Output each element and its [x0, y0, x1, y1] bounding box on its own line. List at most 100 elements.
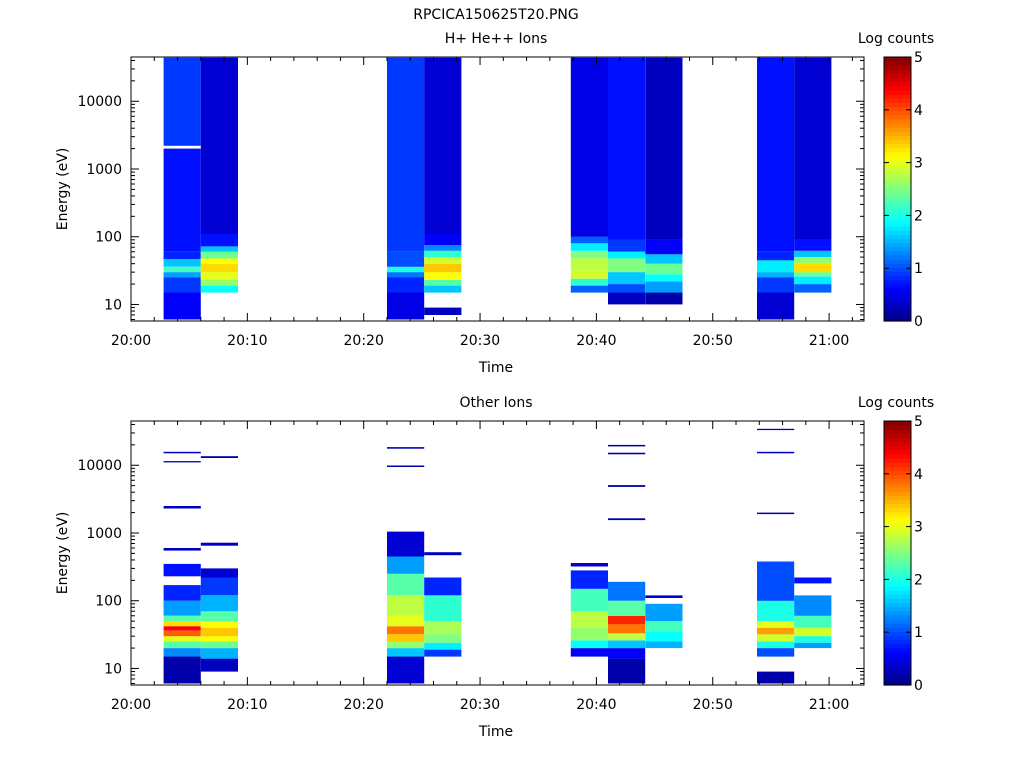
colorbar-swatch — [884, 110, 911, 116]
spectrogram-cell — [570, 250, 608, 259]
spectrogram-cell — [163, 626, 201, 631]
colorbar-swatch — [884, 57, 911, 62]
spectrogram-cell — [570, 611, 608, 628]
colorbar-swatch — [884, 652, 911, 657]
spectrogram-cell — [794, 595, 832, 616]
spectrogram-cell — [387, 615, 425, 627]
colorbar-swatch — [884, 127, 911, 132]
colorbar-swatch — [884, 180, 911, 186]
spectrogram-cell — [794, 239, 832, 251]
spectrogram-cell — [570, 270, 608, 279]
spectrogram-cell — [387, 531, 425, 557]
colorbar-swatch — [884, 577, 911, 583]
colorbar-tick-label: 0 — [914, 314, 923, 330]
y-axis-label: Energy (eV) — [55, 148, 71, 231]
spectrogram-cell — [424, 263, 462, 273]
colorbar-swatch — [884, 275, 911, 281]
spectrogram-cell — [200, 595, 238, 612]
spectrogram-cell — [200, 251, 238, 259]
colorbar-swatch — [884, 487, 911, 492]
spectrogram-cell — [387, 447, 425, 449]
spectrogram-cell — [757, 251, 795, 261]
spectrogram-cell — [163, 563, 201, 577]
colorbar-swatch — [884, 300, 911, 306]
spectrogram-cell — [163, 656, 201, 684]
spectrogram-cell — [387, 573, 425, 596]
colorbar-swatch — [884, 217, 911, 223]
spectrogram-cell — [757, 272, 795, 278]
spectrogram-cell — [200, 280, 238, 286]
spectrogram-cell — [794, 615, 832, 628]
colorbar-frame — [883, 420, 912, 686]
x-tick-label: 20:20 — [344, 697, 384, 713]
y-axis-label: Energy (eV) — [55, 512, 71, 595]
colorbar-swatch — [884, 143, 911, 149]
colorbar-swatch — [884, 627, 911, 632]
spectrogram-cell — [163, 292, 201, 320]
spectrogram-cell — [570, 243, 608, 251]
spectrogram-cell — [570, 640, 608, 649]
colorbar-swatch — [884, 606, 911, 612]
colorbar-swatch — [884, 639, 911, 645]
colorbar-swatch — [884, 581, 911, 587]
colorbar-swatch — [884, 106, 911, 112]
colorbar-swatch — [884, 610, 911, 616]
colorbar-swatch — [884, 267, 911, 273]
colorbar-swatch — [884, 557, 911, 562]
x-tick-label: 20:40 — [576, 697, 616, 713]
colorbar-swatch — [884, 156, 911, 161]
colorbar-swatch — [884, 304, 911, 310]
spectrogram-cell — [424, 577, 462, 596]
spectrogram-cell — [163, 266, 201, 273]
spectrogram-cell — [387, 277, 425, 293]
colorbar-swatch — [884, 515, 911, 521]
colorbar-swatch — [884, 664, 911, 670]
spectrogram-cell — [163, 630, 201, 637]
spectrogram-cell — [757, 57, 795, 252]
spectrogram-cell — [424, 552, 462, 556]
colorbar-swatch — [884, 209, 911, 215]
spectrogram-cell — [387, 656, 425, 684]
colorbar-swatch — [884, 590, 911, 595]
colorbar-swatch — [884, 271, 911, 277]
spectrogram-cell — [424, 257, 462, 264]
colorbar-swatch — [884, 61, 911, 66]
spectrogram-cell — [570, 278, 608, 286]
panel-title: H+ He++ Ions — [445, 31, 548, 47]
x-axis-label: Time — [478, 360, 513, 376]
spectrogram-cell — [424, 245, 462, 251]
spectrogram-cell — [794, 577, 832, 584]
y-tick-label: 100 — [95, 230, 122, 246]
spectrogram-cell — [163, 451, 201, 454]
colorbar-swatch — [884, 234, 911, 240]
spectrogram-cell — [794, 257, 832, 264]
colorbar-swatch — [884, 73, 911, 79]
spectrogram-cell — [608, 57, 646, 240]
spectrogram-cell — [757, 292, 795, 320]
spectrogram-cell — [424, 272, 462, 280]
colorbar-swatch — [884, 569, 911, 575]
colorbar-swatch — [884, 77, 911, 83]
colorbar-swatch — [884, 548, 911, 554]
colorbar-tick-label: 4 — [914, 103, 923, 119]
colorbar-frame — [883, 56, 912, 322]
x-tick-label: 20:40 — [576, 333, 616, 349]
spectrogram-cell — [163, 636, 201, 642]
colorbar-swatch — [884, 454, 911, 459]
colorbar-swatch — [884, 283, 911, 289]
spectrogram-cell — [387, 626, 425, 635]
colorbar-swatch — [884, 524, 911, 529]
spectrogram-cell — [387, 251, 425, 267]
spectrogram-cell — [608, 239, 646, 252]
colorbar-swatch — [884, 643, 911, 649]
x-tick-label: 21:00 — [809, 333, 849, 349]
spectrogram-cell — [757, 634, 795, 642]
spectrogram-cell — [794, 642, 832, 649]
colorbar-tick-label: 3 — [914, 156, 923, 172]
colorbar-swatch — [884, 561, 911, 566]
colorbar-swatch — [884, 139, 911, 145]
spectrogram-cell — [608, 600, 646, 616]
y-tick-label: 10 — [104, 297, 122, 313]
colorbar-swatch — [884, 81, 911, 87]
spectrogram-cell — [608, 272, 646, 284]
